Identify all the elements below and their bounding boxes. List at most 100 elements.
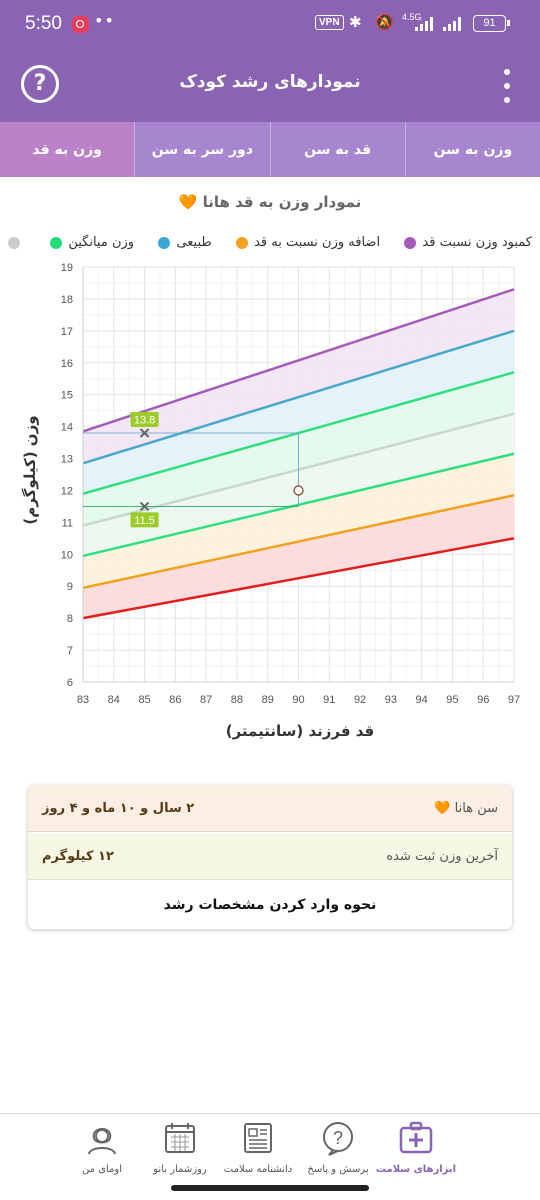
mute-icon: 🔕 xyxy=(375,13,394,31)
x-tick-label: 84 xyxy=(108,694,120,706)
x-tick-label: 87 xyxy=(200,694,212,706)
x-tick-label: 93 xyxy=(385,694,397,706)
x-tick-label: 97 xyxy=(508,694,520,706)
home-indicator xyxy=(171,1185,369,1191)
chart-band-5 xyxy=(83,495,514,619)
child-measurement-point xyxy=(293,485,304,496)
nav-label: ابزارهای سلامت xyxy=(375,1164,457,1175)
y-tick-label: 11 xyxy=(62,517,73,529)
chart-title: نمودار وزن به قد هانا 🧡 xyxy=(178,193,362,211)
x-tick-label: 86 xyxy=(169,694,181,706)
y-tick-label: 17 xyxy=(61,326,73,338)
weight-value: ۱۲ کیلوگرم xyxy=(42,848,114,864)
weight-label: آخرین وزن ثبت شده xyxy=(386,848,498,864)
x-tick-label: 89 xyxy=(262,694,274,706)
tab-weight-for-age[interactable]: وزن به سن xyxy=(433,141,513,158)
legend-label: کمبود وزن نسبت قد xyxy=(422,235,532,250)
svg-text:?: ? xyxy=(333,1128,343,1148)
x-tick-label: 96 xyxy=(477,694,489,706)
legend-dot xyxy=(236,236,249,249)
battery-icon: 91 xyxy=(473,15,510,32)
y-tick-label: 7 xyxy=(67,645,73,657)
status-bar: 5:50 •• VPN ✱ 🔕 4.5G 91 xyxy=(0,0,540,48)
x-tick-label: 95 xyxy=(446,694,458,706)
tab-head-circumference-for-age[interactable]: دور سر به سن xyxy=(135,122,271,177)
page-title: نمودارهای رشد کودک xyxy=(179,72,361,92)
nav-encyclopedia[interactable]: دانشنامه سلامت xyxy=(212,1120,304,1175)
x-axis-title: قد فرزند (سانتیمتر) xyxy=(225,722,375,740)
chart-band-4 xyxy=(83,453,514,588)
age-value: ۲ سال و ۱۰ ماه و ۴ روز xyxy=(42,800,195,816)
chart-band-0 xyxy=(83,289,514,464)
how-to-enter-growth-button[interactable]: نحوه وارد کردن مشخصات رشد xyxy=(163,897,377,913)
woman-avatar-icon xyxy=(88,1128,116,1155)
x-tick-label: 94 xyxy=(416,694,428,706)
y-tick-label: 12 xyxy=(61,485,73,497)
legend-dot xyxy=(50,236,63,249)
legend-dot xyxy=(8,236,20,249)
chart-series-line-0 xyxy=(82,288,515,433)
marker-label-1: 11.5 xyxy=(134,515,155,527)
y-tick-label: 6 xyxy=(67,677,73,689)
x-tick-label: 88 xyxy=(231,694,243,706)
question-bubble-icon: ? xyxy=(323,1122,353,1156)
weight-row: آخرین وزن ثبت شده ۱۲ کیلوگرم xyxy=(28,833,512,880)
y-tick-label: 15 xyxy=(61,390,73,402)
legend-dot xyxy=(404,236,417,249)
status-time: 5:50 xyxy=(25,13,62,34)
chart-band-1 xyxy=(83,330,514,494)
growth-info-card: سن هانا 🧡 ۲ سال و ۱۰ ماه و ۴ روز آخرین و… xyxy=(28,785,512,929)
legend-dot xyxy=(158,236,171,249)
bottom-navigation: ابزارهای سلامت ? پرسش و پاسخ دانشنامه سل… xyxy=(0,1113,540,1181)
legend-item-average-weight: وزن میانگین xyxy=(50,235,134,250)
age-row: سن هانا 🧡 ۲ سال و ۱۰ ماه و ۴ روز xyxy=(28,785,512,832)
y-tick-label: 10 xyxy=(61,549,73,561)
more-menu-icon[interactable] xyxy=(497,69,517,103)
legend-item-extra xyxy=(8,235,26,250)
x-tick-label: 92 xyxy=(354,694,366,706)
x-tick-label: 91 xyxy=(323,694,335,706)
growth-chart: 83 84 85 86 87 88 89 90 91 92 93 94 95 96 976789101112… xyxy=(61,262,520,706)
y-tick-label: 8 xyxy=(67,613,73,625)
app-bar: ? نمودارهای رشد کودک xyxy=(0,48,540,122)
help-button[interactable]: ? xyxy=(21,65,59,103)
x-tick-label: 85 xyxy=(138,694,150,706)
instagram-icon xyxy=(72,16,89,33)
nav-label: پرسش و پاسخ xyxy=(307,1164,369,1175)
legend-item-underweight: کمبود وزن نسبت قد xyxy=(404,235,532,250)
notification-dots-icon: •• xyxy=(94,11,115,30)
newspaper-icon xyxy=(244,1123,272,1153)
x-tick-label: 90 xyxy=(292,694,304,706)
y-tick-label: 13 xyxy=(61,454,73,466)
y-tick-label: 18 xyxy=(61,294,73,306)
nav-label: روزشمار بانو xyxy=(153,1164,207,1175)
y-axis-title: وزن (کیلوگرم) xyxy=(21,415,39,525)
marker-label-0: 13.8 xyxy=(134,415,155,427)
chart-legend: کمبود وزن نسبت قد اضافه وزن نسبت به قد ط… xyxy=(8,235,532,250)
signal-icon-2 xyxy=(443,17,461,31)
legend-item-overweight: اضافه وزن نسبت به قد xyxy=(236,235,380,250)
y-tick-label: 14 xyxy=(61,422,73,434)
age-label: سن هانا 🧡 xyxy=(434,800,498,816)
legend-item-normal: طبیعی xyxy=(158,235,212,250)
nav-health-tools[interactable]: ابزارهای سلامت xyxy=(370,1120,462,1175)
y-tick-label: 16 xyxy=(61,358,73,370)
y-tick-label: 9 xyxy=(67,581,73,593)
chart-series-line-1 xyxy=(82,329,515,465)
tab-height-for-age[interactable]: قد به سن xyxy=(271,122,406,177)
marker-x-0 xyxy=(139,428,150,438)
tab-weight-for-height[interactable]: وزن به قد xyxy=(0,122,136,177)
first-aid-kit-icon xyxy=(399,1121,433,1154)
nav-questions[interactable]: ? پرسش و پاسخ xyxy=(292,1120,384,1175)
legend-label: طبیعی xyxy=(176,235,212,250)
nav-calendar[interactable]: روزشمار بانو xyxy=(134,1120,226,1175)
chart-tabs: وزن به قد دور سر به سن قد به سن وزن به س… xyxy=(0,122,540,177)
legend-label: وزن میانگین xyxy=(68,235,135,250)
nav-label: دانشنامه سلامت xyxy=(223,1164,293,1175)
calendar-icon xyxy=(165,1123,195,1153)
marker-label-bg-1 xyxy=(130,512,159,528)
vpn-badge: VPN xyxy=(315,15,344,30)
y-tick-label: 19 xyxy=(61,262,73,274)
x-tick-label: 83 xyxy=(77,694,89,706)
nav-my-profile[interactable]: اومای من xyxy=(56,1120,148,1175)
